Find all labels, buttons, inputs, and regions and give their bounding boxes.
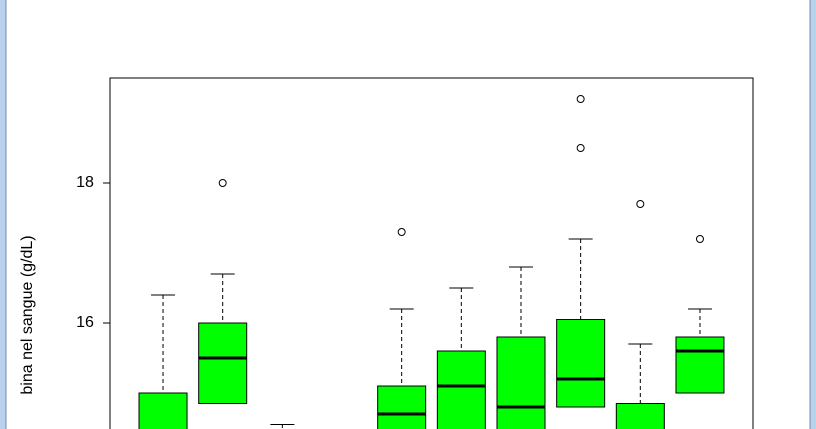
y-axis-label: bina nel sangue (g/dL)	[19, 235, 36, 394]
outlier	[397, 228, 406, 236]
outlier	[695, 235, 704, 243]
box	[436, 350, 486, 429]
box	[615, 403, 665, 429]
outlier	[636, 200, 645, 208]
y-tick-label: 18	[76, 174, 94, 191]
box	[138, 392, 188, 429]
box	[198, 322, 248, 404]
box	[377, 385, 427, 429]
plot-frame	[109, 77, 754, 429]
window-frame-left	[0, 0, 6, 429]
box	[496, 336, 546, 429]
window-frame-right	[810, 0, 816, 429]
outlier	[576, 95, 585, 103]
box	[556, 319, 606, 408]
outlier	[576, 144, 585, 152]
outlier	[218, 179, 227, 187]
y-tick-label: 16	[76, 314, 94, 331]
box	[675, 336, 725, 394]
